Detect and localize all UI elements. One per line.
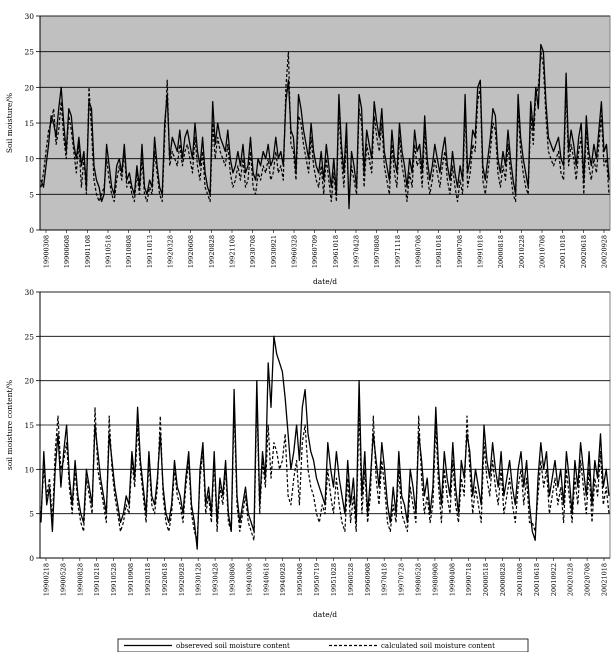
x-tick-label: 19960328 [291,235,299,268]
x-tick-label: 19930428 [212,563,220,596]
chart-bottom: 0 5 10 15 20 25 30 19900218 19900528 19900828 1991… [5,288,611,652]
legend: obsereved soil moisture content calculate… [117,638,529,652]
legend-label: calculated soil moisture content [381,642,495,650]
x-tick-label: 20020328 [567,563,575,596]
x-tick-label: 20000828 [499,563,507,596]
x-tick-label: 19900828 [76,563,84,596]
x-tick-label: 19950408 [296,563,304,596]
x-tick-label: 19900608 [63,235,71,268]
x-tick-label: 19991018 [477,235,485,268]
y-tick-label: 20 [24,377,34,386]
y-tick-label: 10 [24,465,34,474]
series-line-calculated [40,51,610,203]
x-tick-label: 19970808 [373,235,381,268]
x-tick-label: 19920328 [167,235,175,268]
x-tick-label: 19901108 [84,235,92,268]
x-tick-label: 20021018 [601,563,609,596]
x-tick-label: 20010308 [516,563,524,596]
x-tick-label: 20010228 [518,235,526,268]
x-tick-label: 19960528 [347,563,355,596]
x-tick-label: 19960709 [311,235,319,268]
x-tick-label: 19951028 [330,563,338,596]
x-tick-label: 19920618 [161,563,169,596]
y-axis-label: Soil moisture/% [5,93,14,153]
x-tick-label: 19930128 [195,563,203,596]
y-tick-label: 20 [24,83,34,92]
y-tick-label: 15 [24,421,34,430]
x-tick-label: 19920318 [144,563,152,596]
y-tick-label: 15 [24,119,34,128]
x-tick-label: 20000518 [482,563,490,596]
y-tick-label: 30 [24,12,34,21]
x-tick-label: 19910808 [125,235,133,268]
y-tick-label: 25 [24,332,34,341]
x-tick-label: 19990408 [448,563,456,596]
y-tick-label: 10 [24,155,34,164]
x-axis-label: date/d [313,610,337,619]
x-tick-label: 20020928 [601,235,609,268]
x-tick-label: 19921108 [229,235,237,268]
x-tick-label: 19990708 [456,235,464,268]
x-tick-label: 20000818 [497,235,505,268]
x-tick-label: 19970728 [398,563,406,596]
x-axis-label: date/d [313,277,337,286]
x-tick-label: 20020618 [580,235,588,268]
x-tick-label: 20010922 [550,563,558,596]
x-tick-label: 19980908 [431,563,439,596]
y-axis-label: soil moisture content/% [5,380,14,470]
y-tick-label: 25 [24,48,34,57]
chart-top: 0 5 10 15 20 25 30 19900308 19900608 19901108 1991… [5,12,611,326]
x-tick-label: 19900528 [59,563,67,596]
x-tick-label: 19940308 [245,563,253,596]
y-tick-label: 5 [29,190,34,199]
x-tick-label: 19940618 [262,563,270,596]
x-tick-label: 20010618 [533,563,541,596]
x-tick-label: 19911013 [146,235,154,268]
series-line-observed [40,43,610,210]
x-tick-label: 19980708 [415,235,423,268]
x-tick-label: 19950719 [313,563,321,596]
x-tick-label: 19930808 [229,563,237,596]
x-tick-label: 19930708 [249,235,257,268]
x-tick-label: 19961018 [332,235,340,268]
x-tick-label: 19910518 [105,235,113,268]
x-tick-label: 19920928 [178,563,186,596]
x-tick-label: 19920608 [187,235,195,268]
x-tick-label: 19970418 [381,563,389,596]
y-tick-label: 5 [29,510,34,519]
x-tick-label: 20011018 [559,235,567,268]
legend-box [117,638,529,652]
x-tick-label: 19970428 [353,235,361,268]
x-tick-label: 19900308 [43,235,51,268]
y-tick-label: 0 [29,554,34,563]
x-tick-label: 19930921 [270,235,278,268]
x-tick-label: 19940928 [279,563,287,596]
x-tick-label: 19980528 [415,563,423,596]
x-tick-label: 19910908 [127,563,135,596]
x-tick-label: 19920828 [208,235,216,268]
series-line-calculated [40,397,610,541]
x-tick-label: 19981018 [435,235,443,268]
legend-label: obsereved soil moisture content [176,642,290,650]
x-tick-label: 19910218 [93,563,101,596]
y-tick-label: 0 [29,226,34,235]
x-tick-label: 20020708 [584,563,592,596]
x-tick-label: 19910528 [110,563,118,596]
x-tick-label: 20010708 [539,235,547,268]
x-tick-label: 19990718 [465,563,473,596]
x-tick-label: 19900218 [43,563,51,596]
x-tick-label: 19960908 [364,563,372,596]
y-tick-label: 30 [24,288,34,297]
x-tick-label: 19971118 [394,235,402,268]
